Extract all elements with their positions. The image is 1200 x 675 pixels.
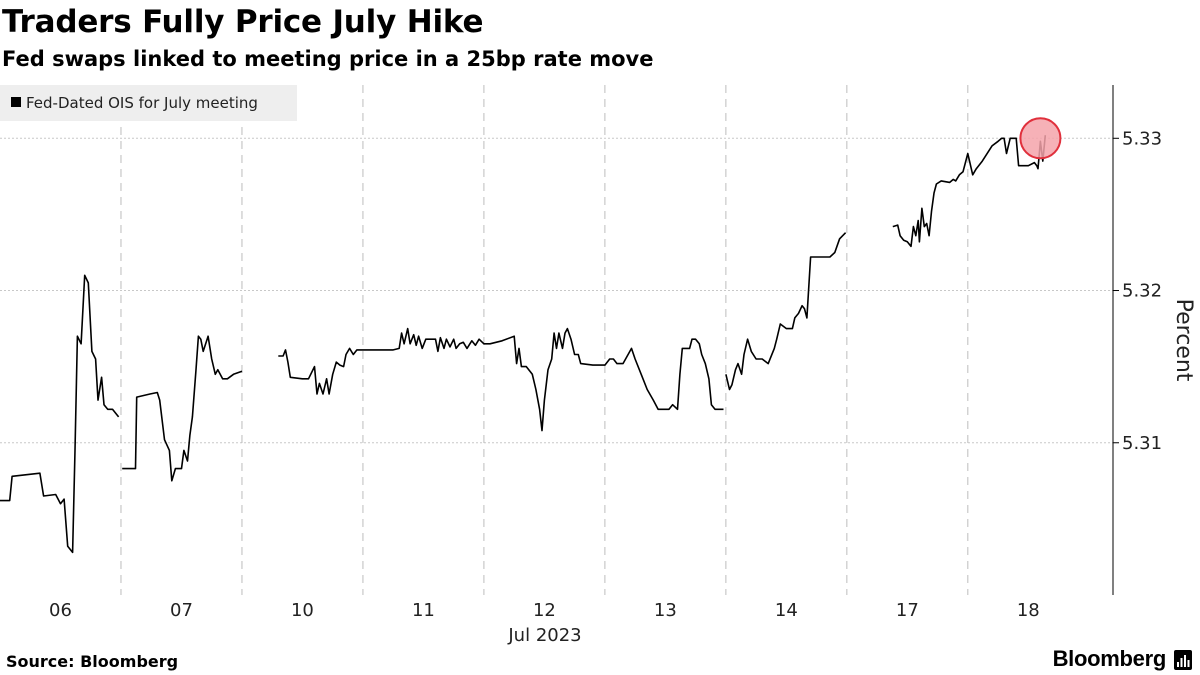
series-line-segment [122,335,243,482]
series-layer [0,135,1047,554]
chart-subtitle: Fed swaps linked to meeting price in a 2… [2,47,654,71]
x-tick-label: 11 [412,600,435,621]
x-tick-label: 06 [49,600,72,621]
series-line-segment [725,232,847,391]
series-line-segment [892,135,1047,248]
chart-title: Traders Fully Price July Hike [2,4,484,40]
y-tick-label: 5.31 [1122,433,1162,454]
x-tick-label: 17 [896,600,919,621]
highlight-layer [1019,117,1062,160]
highlight-marker [1019,117,1062,160]
series-line-segment [278,327,724,432]
y-tick-label: 5.32 [1122,281,1162,302]
legend: Fed-Dated OIS for July meeting [0,85,297,121]
legend-background [0,85,297,121]
grid-layer [0,85,1113,595]
x-tick-label: 10 [291,600,314,621]
x-tick-label: 18 [1017,600,1040,621]
x-tick-label: 14 [775,600,798,621]
x-tick-label: 13 [654,600,677,621]
bloomberg-terminal-icon [1174,650,1192,670]
axis-layer: Percent Jul 2023 5.31 5.32 5.33 06 07 10 11 12 1… [49,85,1196,646]
series-line-segment [0,274,120,554]
legend-swatch [11,97,21,107]
legend-label: Fed-Dated OIS for July meeting [26,94,258,112]
bloomberg-logo: Bloomberg [1052,646,1167,671]
y-axis-title: Percent [1171,299,1196,382]
x-tick-label: 12 [533,600,556,621]
x-tick-label: 07 [170,600,193,621]
source-note: Source: Bloomberg [6,652,179,671]
x-axis-month-label: Jul 2023 [507,625,581,646]
y-tick-label: 5.33 [1122,128,1162,149]
